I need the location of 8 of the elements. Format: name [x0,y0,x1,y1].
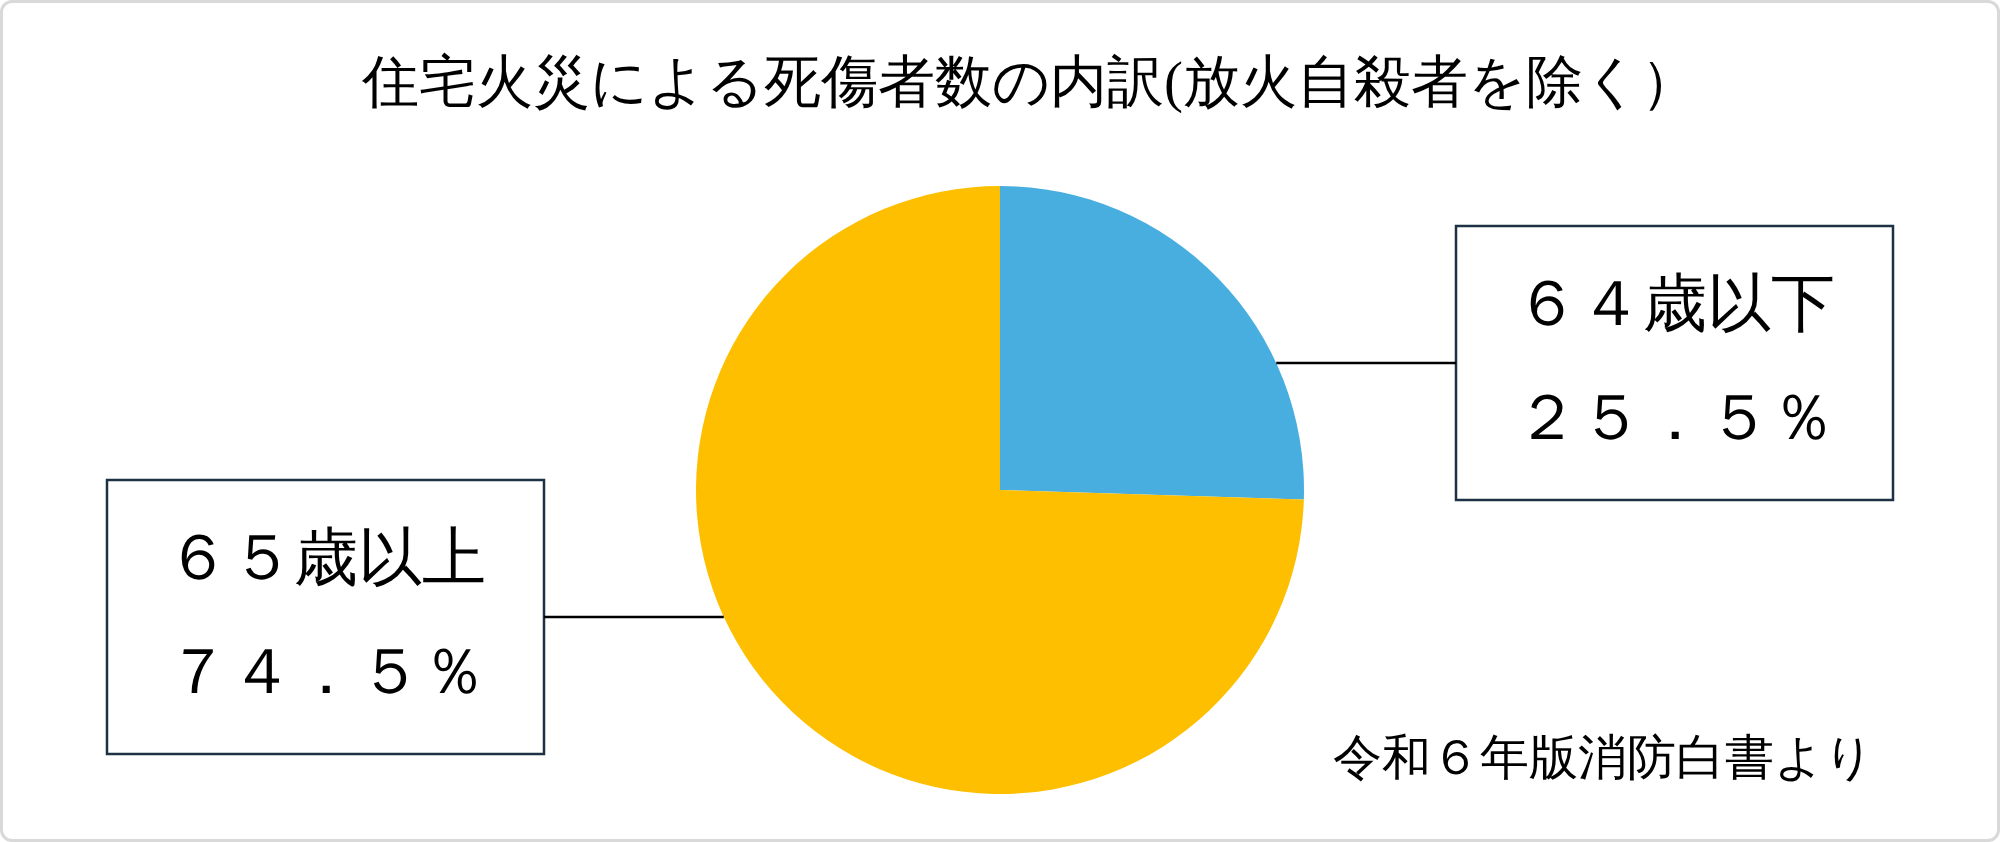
slice-label: ６４歳以下 [1514,268,1835,340]
data-label: ７４．５％ [165,635,486,707]
chart-title: 住宅火災による死傷者数の内訳(放火自殺者を除く） [361,50,1698,114]
slice-label: ６５歳以上 [165,521,486,593]
pie-slice [1000,186,1304,500]
text: 令和６年版消防白書より [1333,730,1874,785]
pie-slice [696,186,1304,794]
data-label: ２５．５％ [1514,382,1835,454]
